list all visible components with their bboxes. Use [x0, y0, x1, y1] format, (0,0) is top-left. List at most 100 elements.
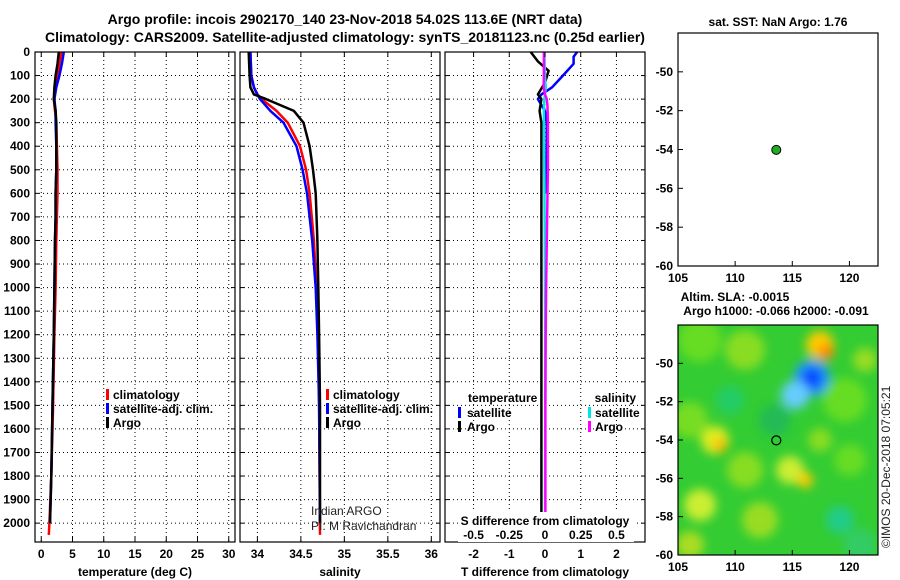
- salinity-legend-label: Argo: [333, 416, 361, 430]
- sla-map-blob-15: [684, 489, 716, 521]
- sla-map-blob-4: [823, 378, 867, 422]
- sla-map-blob-22: [716, 386, 744, 414]
- sla-map-ytick-label: -50: [656, 356, 674, 370]
- temperature-ytick-label: 1700: [3, 445, 30, 459]
- temperature-ytick-label: 600: [10, 186, 30, 200]
- temperature-legend-label: Argo: [113, 416, 141, 430]
- sla-map-blobs: [678, 325, 877, 555]
- difference-s-xtick-label: -0.25: [496, 528, 524, 542]
- sla-map-blob-14: [834, 444, 866, 476]
- temperature-legend-label: climatology: [113, 388, 180, 402]
- salinity-xtick-label: 35: [338, 547, 352, 561]
- temperature-ytick-label: 1300: [3, 351, 30, 365]
- sst-map-xtick-label: 115: [783, 271, 803, 285]
- sla-map-blob-23: [808, 428, 832, 452]
- sla-map-blob-16: [742, 502, 778, 538]
- temperature-legend-swatch: [106, 389, 109, 400]
- difference-xlabel: T difference from climatology: [461, 565, 629, 579]
- sla-map-argo-marker: [771, 435, 782, 446]
- sla-map-ytick-label: -56: [656, 471, 674, 485]
- sla-map-blob-1: [725, 330, 765, 370]
- sla-map-blob-20: [759, 404, 791, 436]
- temperature-legend-label: satellite-adj. clim.: [113, 402, 213, 416]
- difference-s-xlabel: S difference from climatology: [461, 514, 630, 528]
- sla-map-title-line1: Altim. SLA: -0.0015: [681, 290, 790, 304]
- credit-line1: Indian ARGO: [311, 504, 382, 518]
- difference-xtick-label: 2: [613, 547, 620, 561]
- temperature-legend-swatch: [106, 417, 109, 428]
- difference-series-1: [529, 51, 550, 524]
- difference-s-axis-bg: [458, 512, 634, 542]
- difference-xtick-label: -2: [468, 547, 479, 561]
- imos-watermark: ©IMOS 20-Dec-2018 07:05:21: [879, 385, 893, 548]
- difference-series-3: [542, 52, 550, 524]
- difference-legend-left-swatch: [458, 407, 461, 418]
- difference-xtick-label: 1: [577, 547, 584, 561]
- temperature-ytick-label: 0: [23, 45, 30, 59]
- sla-map-xtick-label: 120: [839, 560, 859, 574]
- sla-map-xtick-label: 115: [783, 560, 803, 574]
- difference-s-xtick-label: 0.5: [608, 528, 625, 542]
- sst-map-panel: sat. SST: NaN Argo: 1.76 105 110 115 120 -50 -…: [656, 15, 879, 285]
- sla-map-ytick-label: -58: [656, 510, 674, 524]
- difference-legend-right-label: Argo: [595, 420, 623, 434]
- sst-map-ytick-label: -60: [656, 259, 674, 273]
- salinity-xtick-label: 36: [425, 547, 439, 561]
- temperature-ytick-label: 400: [10, 139, 30, 153]
- temperature-series-2: [48, 51, 61, 524]
- difference-legend-right-label: satellite: [595, 406, 640, 420]
- difference-xtick-label: -1: [504, 547, 515, 561]
- figure-title-line1: Argo profile: incois 2902170_140 23-Nov-…: [108, 11, 583, 27]
- salinity-xtick-label: 34: [251, 547, 265, 561]
- temperature-ytick-label: 500: [10, 163, 30, 177]
- difference-legend-right-title: salinity: [595, 391, 637, 405]
- temperature-ytick-label: 1600: [3, 422, 30, 436]
- difference-panel: -2 -1 0 1 2 T difference from climatology S di…: [444, 51, 646, 579]
- temperature-ytick-label: 200: [10, 92, 30, 106]
- figure-title-line2: Climatology: CARS2009. Satellite-adjuste…: [45, 29, 645, 45]
- sst-map-title: sat. SST: NaN Argo: 1.76: [709, 15, 848, 29]
- sst-map-ytick-label: -58: [656, 220, 674, 234]
- salinity-legend-swatch: [326, 417, 329, 428]
- temperature-xtick-label: 25: [191, 547, 205, 561]
- temperature-ytick-label: 700: [10, 210, 30, 224]
- difference-legend-left-label: satellite: [467, 406, 512, 420]
- temperature-ytick-label: 2000: [3, 516, 30, 530]
- temperature-ytick-label: 1800: [3, 469, 30, 483]
- sla-map-field: [678, 325, 878, 555]
- sla-map-ytick-label: -52: [656, 395, 674, 409]
- sla-map-ytick-label: -54: [656, 433, 674, 447]
- salinity-frame: [239, 51, 441, 543]
- temperature-ytick-label: 800: [10, 233, 30, 247]
- sla-map-blob-13: [797, 472, 813, 488]
- salinity-legend-label: satellite-adj. clim.: [333, 402, 433, 416]
- difference-s-xtick-label: 0.25: [569, 528, 593, 542]
- sla-map-blob-9: [713, 438, 727, 452]
- difference-s-xtick-label: 0: [542, 528, 549, 542]
- temperature-xtick-label: 10: [97, 547, 111, 561]
- temperature-xlabel: temperature (deg C): [78, 565, 192, 579]
- difference-legend-right-swatch: [588, 407, 591, 418]
- temperature-ytick-label: 1500: [3, 398, 30, 412]
- salinity-legend-swatch: [326, 403, 329, 414]
- difference-s-xtick-label: -0.5: [463, 528, 484, 542]
- temperature-ytick-label: 100: [10, 69, 30, 83]
- salinity-plot-area: [240, 52, 440, 542]
- sla-map-blob-10: [678, 402, 708, 438]
- temperature-legend-swatch: [106, 403, 109, 414]
- temperature-xtick-label: 30: [222, 547, 236, 561]
- difference-xtick-label: 0: [542, 547, 549, 561]
- salinity-xtick-label: 34.5: [289, 547, 313, 561]
- temperature-ytick-label: 1400: [3, 375, 30, 389]
- temperature-ytick-label: 1900: [3, 493, 30, 507]
- temperature-xtick-label: 0: [38, 547, 45, 561]
- sla-map-blob-7: [781, 381, 809, 409]
- difference-legend-right-swatch: [588, 421, 591, 432]
- temperature-ytick-label: 900: [10, 257, 30, 271]
- sla-map-blob-17: [826, 506, 854, 534]
- sla-map-title-line2: Argo h1000: -0.066 h2000: -0.091: [683, 304, 869, 318]
- sst-map-ytick-label: -50: [656, 65, 674, 79]
- salinity-legend-swatch: [326, 389, 329, 400]
